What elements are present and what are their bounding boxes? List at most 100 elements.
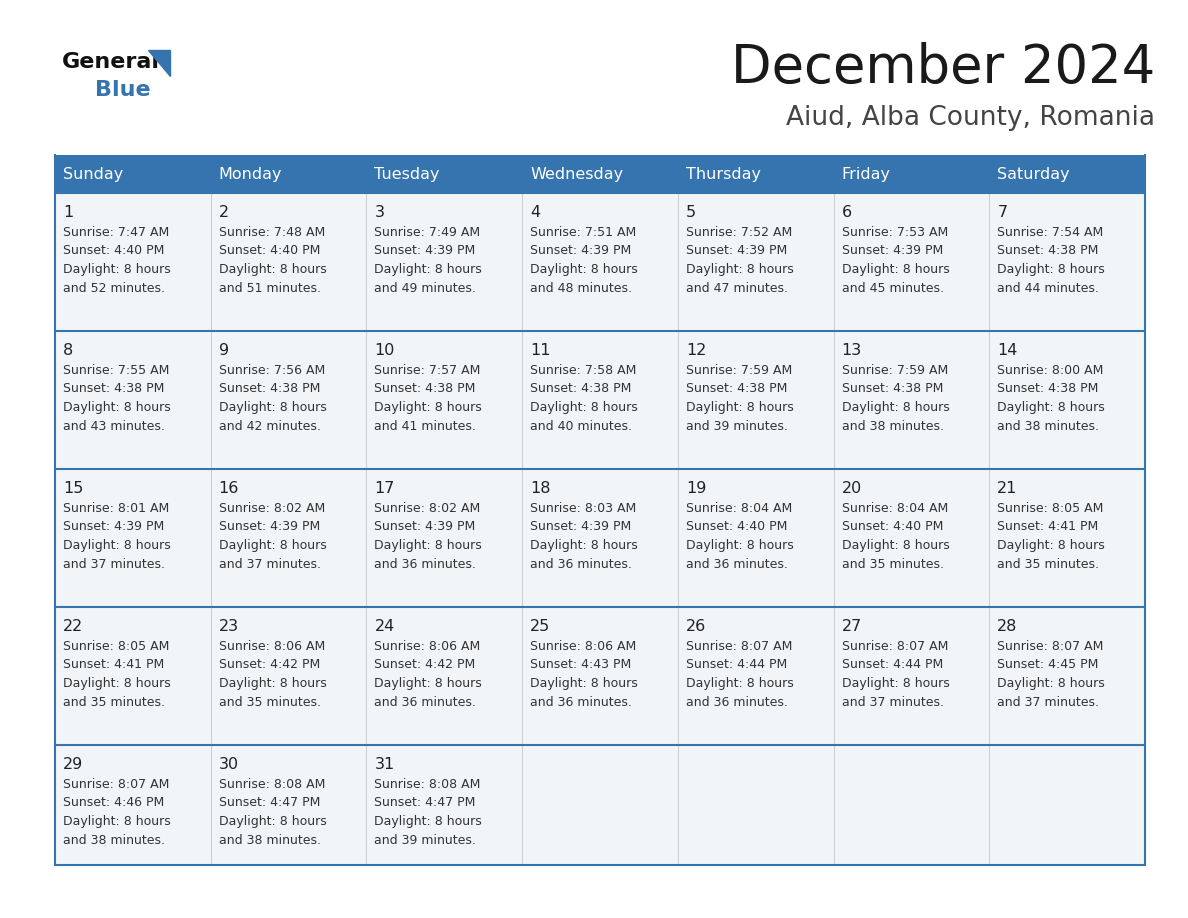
Text: 14: 14 xyxy=(997,343,1018,358)
Text: Sunrise: 7:56 AM: Sunrise: 7:56 AM xyxy=(219,364,326,377)
Text: Sunset: 4:41 PM: Sunset: 4:41 PM xyxy=(997,521,1099,533)
Text: Daylight: 8 hours: Daylight: 8 hours xyxy=(63,815,171,828)
Text: 25: 25 xyxy=(530,619,550,634)
Text: Saturday: Saturday xyxy=(997,166,1070,182)
Text: Sunset: 4:39 PM: Sunset: 4:39 PM xyxy=(374,244,475,258)
Text: Sunday: Sunday xyxy=(63,166,124,182)
Text: Sunset: 4:40 PM: Sunset: 4:40 PM xyxy=(63,244,164,258)
Bar xyxy=(210,155,366,193)
Text: Sunrise: 7:49 AM: Sunrise: 7:49 AM xyxy=(374,226,481,239)
Text: Daylight: 8 hours: Daylight: 8 hours xyxy=(374,539,482,552)
Text: Sunset: 4:43 PM: Sunset: 4:43 PM xyxy=(530,658,631,671)
Text: Sunrise: 7:55 AM: Sunrise: 7:55 AM xyxy=(63,364,170,377)
Bar xyxy=(678,745,834,865)
Bar xyxy=(210,193,366,331)
Text: Daylight: 8 hours: Daylight: 8 hours xyxy=(374,263,482,276)
Text: Sunset: 4:41 PM: Sunset: 4:41 PM xyxy=(63,658,164,671)
Text: 3: 3 xyxy=(374,205,385,220)
Text: Sunrise: 8:04 AM: Sunrise: 8:04 AM xyxy=(841,502,948,515)
Text: 10: 10 xyxy=(374,343,394,358)
Text: and 38 minutes.: and 38 minutes. xyxy=(997,420,1099,432)
Text: Sunset: 4:46 PM: Sunset: 4:46 PM xyxy=(63,797,164,810)
Bar xyxy=(834,331,990,469)
Text: Sunset: 4:40 PM: Sunset: 4:40 PM xyxy=(219,244,320,258)
Bar xyxy=(834,155,990,193)
Text: Sunrise: 7:59 AM: Sunrise: 7:59 AM xyxy=(685,364,792,377)
Text: Sunrise: 8:01 AM: Sunrise: 8:01 AM xyxy=(63,502,169,515)
Bar xyxy=(990,331,1145,469)
Text: Sunrise: 8:04 AM: Sunrise: 8:04 AM xyxy=(685,502,792,515)
Text: 9: 9 xyxy=(219,343,229,358)
Text: Sunset: 4:45 PM: Sunset: 4:45 PM xyxy=(997,658,1099,671)
Bar xyxy=(523,155,678,193)
Text: Daylight: 8 hours: Daylight: 8 hours xyxy=(219,677,327,690)
Text: 23: 23 xyxy=(219,619,239,634)
Text: Blue: Blue xyxy=(95,80,151,100)
Bar xyxy=(834,193,990,331)
Text: Sunset: 4:42 PM: Sunset: 4:42 PM xyxy=(374,658,475,671)
Text: Sunset: 4:38 PM: Sunset: 4:38 PM xyxy=(997,244,1099,258)
Text: Wednesday: Wednesday xyxy=(530,166,624,182)
Bar xyxy=(834,745,990,865)
Text: Daylight: 8 hours: Daylight: 8 hours xyxy=(219,539,327,552)
Text: and 38 minutes.: and 38 minutes. xyxy=(63,834,165,846)
Text: Sunset: 4:47 PM: Sunset: 4:47 PM xyxy=(219,797,320,810)
Text: Sunrise: 8:07 AM: Sunrise: 8:07 AM xyxy=(997,640,1104,653)
Bar xyxy=(55,193,210,331)
Text: Daylight: 8 hours: Daylight: 8 hours xyxy=(63,263,171,276)
Text: Sunrise: 8:08 AM: Sunrise: 8:08 AM xyxy=(374,778,481,791)
Text: Sunrise: 8:05 AM: Sunrise: 8:05 AM xyxy=(997,502,1104,515)
Text: Daylight: 8 hours: Daylight: 8 hours xyxy=(63,401,171,414)
Text: and 35 minutes.: and 35 minutes. xyxy=(841,557,943,570)
Text: Sunrise: 8:00 AM: Sunrise: 8:00 AM xyxy=(997,364,1104,377)
Text: Sunrise: 8:07 AM: Sunrise: 8:07 AM xyxy=(841,640,948,653)
Text: Daylight: 8 hours: Daylight: 8 hours xyxy=(841,263,949,276)
Text: Sunrise: 7:53 AM: Sunrise: 7:53 AM xyxy=(841,226,948,239)
Bar xyxy=(990,469,1145,607)
Text: 22: 22 xyxy=(63,619,83,634)
Text: Sunset: 4:38 PM: Sunset: 4:38 PM xyxy=(841,383,943,396)
Text: Sunset: 4:38 PM: Sunset: 4:38 PM xyxy=(530,383,632,396)
Text: Aiud, Alba County, Romania: Aiud, Alba County, Romania xyxy=(786,105,1155,131)
Text: Sunrise: 8:06 AM: Sunrise: 8:06 AM xyxy=(219,640,326,653)
Text: and 47 minutes.: and 47 minutes. xyxy=(685,282,788,295)
Text: Sunrise: 7:58 AM: Sunrise: 7:58 AM xyxy=(530,364,637,377)
Bar xyxy=(678,607,834,745)
Text: 12: 12 xyxy=(685,343,706,358)
Text: and 38 minutes.: and 38 minutes. xyxy=(219,834,321,846)
Text: Tuesday: Tuesday xyxy=(374,166,440,182)
Text: and 35 minutes.: and 35 minutes. xyxy=(63,696,165,709)
Bar xyxy=(834,607,990,745)
Text: 17: 17 xyxy=(374,481,394,496)
Text: Daylight: 8 hours: Daylight: 8 hours xyxy=(530,263,638,276)
Text: 11: 11 xyxy=(530,343,551,358)
Text: 31: 31 xyxy=(374,757,394,772)
Bar xyxy=(678,331,834,469)
Bar xyxy=(366,745,523,865)
Bar xyxy=(55,155,210,193)
Text: and 36 minutes.: and 36 minutes. xyxy=(685,557,788,570)
Text: and 36 minutes.: and 36 minutes. xyxy=(685,696,788,709)
Text: and 37 minutes.: and 37 minutes. xyxy=(63,557,165,570)
Text: and 38 minutes.: and 38 minutes. xyxy=(841,420,943,432)
Text: Daylight: 8 hours: Daylight: 8 hours xyxy=(530,539,638,552)
Text: and 37 minutes.: and 37 minutes. xyxy=(841,696,943,709)
Text: Daylight: 8 hours: Daylight: 8 hours xyxy=(219,263,327,276)
Bar xyxy=(366,155,523,193)
Text: Daylight: 8 hours: Daylight: 8 hours xyxy=(685,677,794,690)
Text: and 43 minutes.: and 43 minutes. xyxy=(63,420,165,432)
Text: 8: 8 xyxy=(63,343,74,358)
Text: Sunrise: 7:57 AM: Sunrise: 7:57 AM xyxy=(374,364,481,377)
Text: Sunset: 4:38 PM: Sunset: 4:38 PM xyxy=(997,383,1099,396)
Bar xyxy=(990,193,1145,331)
Text: Sunset: 4:39 PM: Sunset: 4:39 PM xyxy=(841,244,943,258)
Text: and 39 minutes.: and 39 minutes. xyxy=(374,834,476,846)
Text: Sunset: 4:38 PM: Sunset: 4:38 PM xyxy=(63,383,164,396)
Text: 15: 15 xyxy=(63,481,83,496)
Text: Sunrise: 7:48 AM: Sunrise: 7:48 AM xyxy=(219,226,326,239)
Text: Sunset: 4:42 PM: Sunset: 4:42 PM xyxy=(219,658,320,671)
Text: and 40 minutes.: and 40 minutes. xyxy=(530,420,632,432)
Text: Sunset: 4:39 PM: Sunset: 4:39 PM xyxy=(63,521,164,533)
Text: Sunset: 4:38 PM: Sunset: 4:38 PM xyxy=(374,383,476,396)
Text: and 37 minutes.: and 37 minutes. xyxy=(997,696,1099,709)
